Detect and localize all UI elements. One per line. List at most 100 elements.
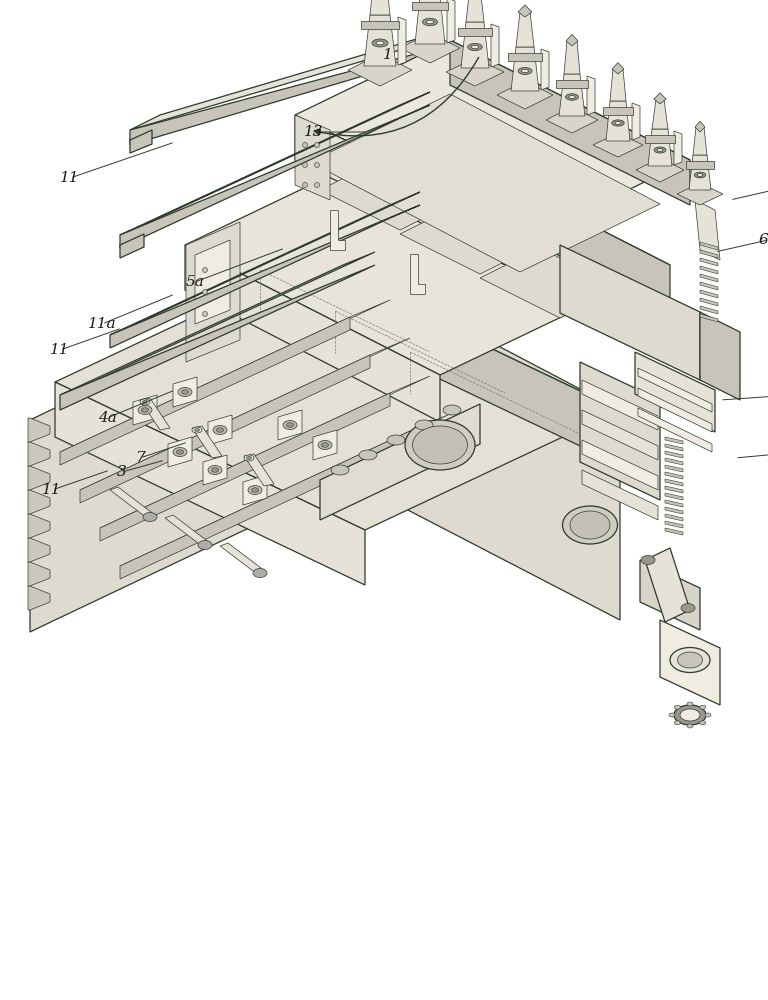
Polygon shape [508,53,542,61]
Ellipse shape [208,466,222,475]
Polygon shape [559,74,585,116]
Polygon shape [130,35,430,130]
Ellipse shape [143,512,157,522]
Polygon shape [60,252,375,395]
Ellipse shape [674,721,680,725]
Polygon shape [244,454,274,486]
Ellipse shape [247,456,251,460]
Polygon shape [110,205,420,348]
Ellipse shape [315,162,319,167]
Polygon shape [612,63,624,74]
Ellipse shape [213,426,227,434]
Polygon shape [665,493,683,500]
Text: 13: 13 [304,125,324,139]
Polygon shape [700,306,718,314]
Polygon shape [28,538,50,562]
Ellipse shape [705,713,711,717]
Ellipse shape [248,486,262,494]
Polygon shape [689,155,711,190]
Polygon shape [348,54,412,86]
Polygon shape [458,28,492,36]
Polygon shape [638,388,712,432]
Polygon shape [632,103,640,140]
Polygon shape [582,380,658,430]
Polygon shape [55,382,365,585]
Polygon shape [330,210,345,250]
Polygon shape [665,472,683,479]
Ellipse shape [681,603,695,612]
Text: 5a: 5a [186,275,204,289]
Polygon shape [120,105,430,248]
Ellipse shape [677,652,703,668]
Ellipse shape [687,702,693,706]
Ellipse shape [562,506,617,544]
Polygon shape [665,458,683,465]
Polygon shape [665,486,683,493]
Polygon shape [461,22,489,68]
Ellipse shape [143,400,147,403]
Polygon shape [546,107,598,133]
Polygon shape [665,451,683,458]
Polygon shape [700,282,718,290]
Text: 4a: 4a [98,411,117,425]
Polygon shape [480,248,620,318]
Polygon shape [295,115,330,200]
Text: 6a: 6a [759,233,768,247]
Text: 1: 1 [383,48,393,62]
Ellipse shape [443,405,461,415]
Polygon shape [203,455,227,485]
Polygon shape [320,404,480,520]
Ellipse shape [426,20,434,24]
Ellipse shape [286,423,293,427]
Polygon shape [652,99,668,129]
Ellipse shape [138,406,152,414]
Ellipse shape [700,705,706,709]
Polygon shape [518,5,532,17]
Polygon shape [370,0,390,15]
Polygon shape [700,258,718,266]
Polygon shape [516,12,534,47]
Polygon shape [186,222,240,362]
Ellipse shape [198,540,212,550]
Polygon shape [491,24,499,67]
Polygon shape [415,135,670,312]
Polygon shape [497,81,553,109]
Ellipse shape [331,465,349,475]
Ellipse shape [387,435,405,445]
Polygon shape [100,393,390,541]
Polygon shape [412,2,448,10]
Ellipse shape [669,713,675,717]
Polygon shape [130,130,152,153]
Polygon shape [55,262,620,530]
Polygon shape [195,240,230,324]
Polygon shape [645,135,675,143]
Ellipse shape [303,162,307,167]
Text: 11: 11 [50,343,70,357]
Polygon shape [700,312,740,400]
Ellipse shape [318,440,332,450]
Polygon shape [415,0,445,44]
Polygon shape [320,160,460,230]
Polygon shape [695,121,705,132]
Ellipse shape [211,468,219,472]
Polygon shape [700,250,718,258]
Ellipse shape [641,556,655,564]
Polygon shape [295,40,690,235]
Polygon shape [638,368,712,412]
Polygon shape [603,107,633,115]
Ellipse shape [472,45,478,49]
Polygon shape [28,562,50,586]
Polygon shape [28,490,50,514]
Ellipse shape [359,450,377,460]
Polygon shape [185,245,440,422]
Polygon shape [400,204,540,274]
Ellipse shape [422,18,438,26]
Polygon shape [700,314,718,322]
Polygon shape [660,620,720,705]
Polygon shape [582,470,658,520]
Polygon shape [648,129,672,166]
Polygon shape [695,200,720,260]
Ellipse shape [303,142,307,147]
Polygon shape [686,161,714,169]
Polygon shape [364,15,396,66]
